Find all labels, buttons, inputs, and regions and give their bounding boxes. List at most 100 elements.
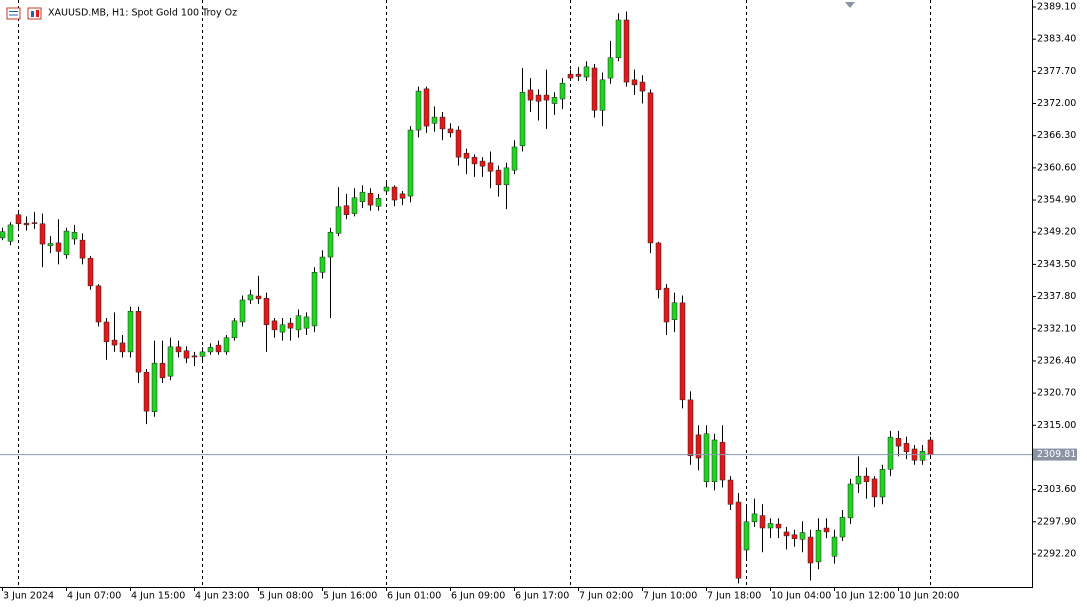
candle-body (39, 223, 46, 245)
x-tick-label: 10 Jun 20:00 (899, 591, 959, 602)
x-tick-label: 5 Jun 16:00 (323, 591, 377, 602)
x-tick-label: 6 Jun 09:00 (451, 591, 505, 602)
candle-body (431, 116, 438, 124)
candle-body (391, 186, 398, 201)
candle-body (103, 321, 110, 342)
candle-body (183, 350, 190, 359)
x-tick-label: 7 Jun 18:00 (707, 591, 761, 602)
candle-body (783, 531, 790, 537)
candle-body (591, 67, 598, 111)
candle-body (231, 320, 238, 339)
candle-body (119, 342, 126, 353)
candle-body (367, 193, 374, 206)
candle-body (735, 501, 742, 579)
candle-body (215, 344, 222, 353)
candle-body (287, 322, 294, 329)
candle-body (7, 224, 14, 242)
candle-body (775, 523, 782, 529)
y-tick-label: 2377.70 (1037, 66, 1076, 77)
candle-body (383, 186, 390, 192)
y-tick-label: 2360.60 (1037, 162, 1076, 173)
y-tick-label: 2292.20 (1037, 548, 1076, 559)
candle-body (839, 517, 846, 538)
candle-body (855, 475, 862, 485)
candle-body (583, 66, 590, 78)
x-tick-label: 6 Jun 17:00 (515, 591, 569, 602)
shift-marker (845, 2, 855, 8)
candle-body (719, 441, 726, 481)
candle-body (47, 243, 54, 247)
candle-body (687, 399, 694, 457)
candle-body (79, 239, 86, 259)
y-tick-label: 2383.40 (1037, 34, 1076, 45)
candle-body (279, 324, 286, 333)
candle-body (127, 311, 134, 353)
candle-body (759, 515, 766, 529)
y-tick-label: 2389.10 (1037, 1, 1076, 12)
candle-body (631, 79, 638, 86)
candle-body (0, 231, 6, 239)
candle-body (823, 527, 830, 533)
candle-body (375, 198, 382, 207)
candle-body (135, 311, 142, 373)
candle-body (543, 94, 550, 101)
candle-body (847, 483, 854, 519)
x-tick-label: 4 Jun 15:00 (131, 591, 185, 602)
candle-body (671, 302, 678, 320)
candle-body (743, 521, 750, 551)
candle-body (191, 355, 198, 358)
candle-body (359, 191, 366, 202)
candle-body (791, 534, 798, 539)
candle-body (807, 536, 814, 564)
candle-body (679, 302, 686, 401)
candle-body (295, 315, 302, 331)
candle-body (751, 513, 758, 523)
candle-body (351, 197, 358, 214)
candle-body (927, 439, 934, 455)
candle-body (23, 222, 30, 226)
candle-body (479, 160, 486, 167)
candle-body (871, 478, 878, 498)
period-separators (18, 0, 931, 587)
x-tick-label: 10 Jun 12:00 (835, 591, 895, 602)
candle-body (703, 433, 710, 482)
candle-body (63, 230, 70, 256)
candle-body (423, 88, 430, 127)
candle-body (311, 272, 318, 327)
candle-body (895, 438, 902, 447)
candle-body (239, 299, 246, 323)
candle-body (607, 57, 614, 79)
current-price-box (1033, 448, 1077, 461)
candle-body (271, 320, 278, 331)
y-tick-label: 2343.50 (1037, 259, 1076, 270)
candle-body (151, 362, 158, 412)
candle-body (175, 346, 182, 353)
x-tick-label: 5 Jun 08:00 (259, 591, 313, 602)
candle-body (95, 285, 102, 323)
candle-body (447, 128, 454, 134)
candle-body (335, 206, 342, 234)
candle-body (815, 530, 822, 563)
y-tick-label: 2354.90 (1037, 195, 1076, 206)
plot-area (0, 11, 934, 584)
candle-body (15, 214, 22, 225)
symbol-icons (6, 7, 42, 20)
candle-body (551, 97, 558, 104)
candle-body (511, 146, 518, 171)
icon (31, 11, 34, 17)
x-tick-label: 7 Jun 10:00 (643, 591, 697, 602)
y-tick-label: 2320.70 (1037, 388, 1076, 399)
candle-body (439, 116, 446, 130)
candle-body (319, 256, 326, 273)
chart-title: XAUUSD.MB, H1: Spot Gold 100 Troy Oz (48, 8, 237, 19)
candle-body (663, 287, 670, 323)
candle-body (111, 339, 118, 346)
candle-body (463, 152, 470, 159)
current-price-label: 2309.81 (1037, 449, 1076, 460)
candle-body (903, 443, 910, 453)
y-tick-label: 2366.30 (1037, 130, 1076, 141)
candle-body (31, 222, 38, 224)
candle-body (495, 169, 502, 186)
